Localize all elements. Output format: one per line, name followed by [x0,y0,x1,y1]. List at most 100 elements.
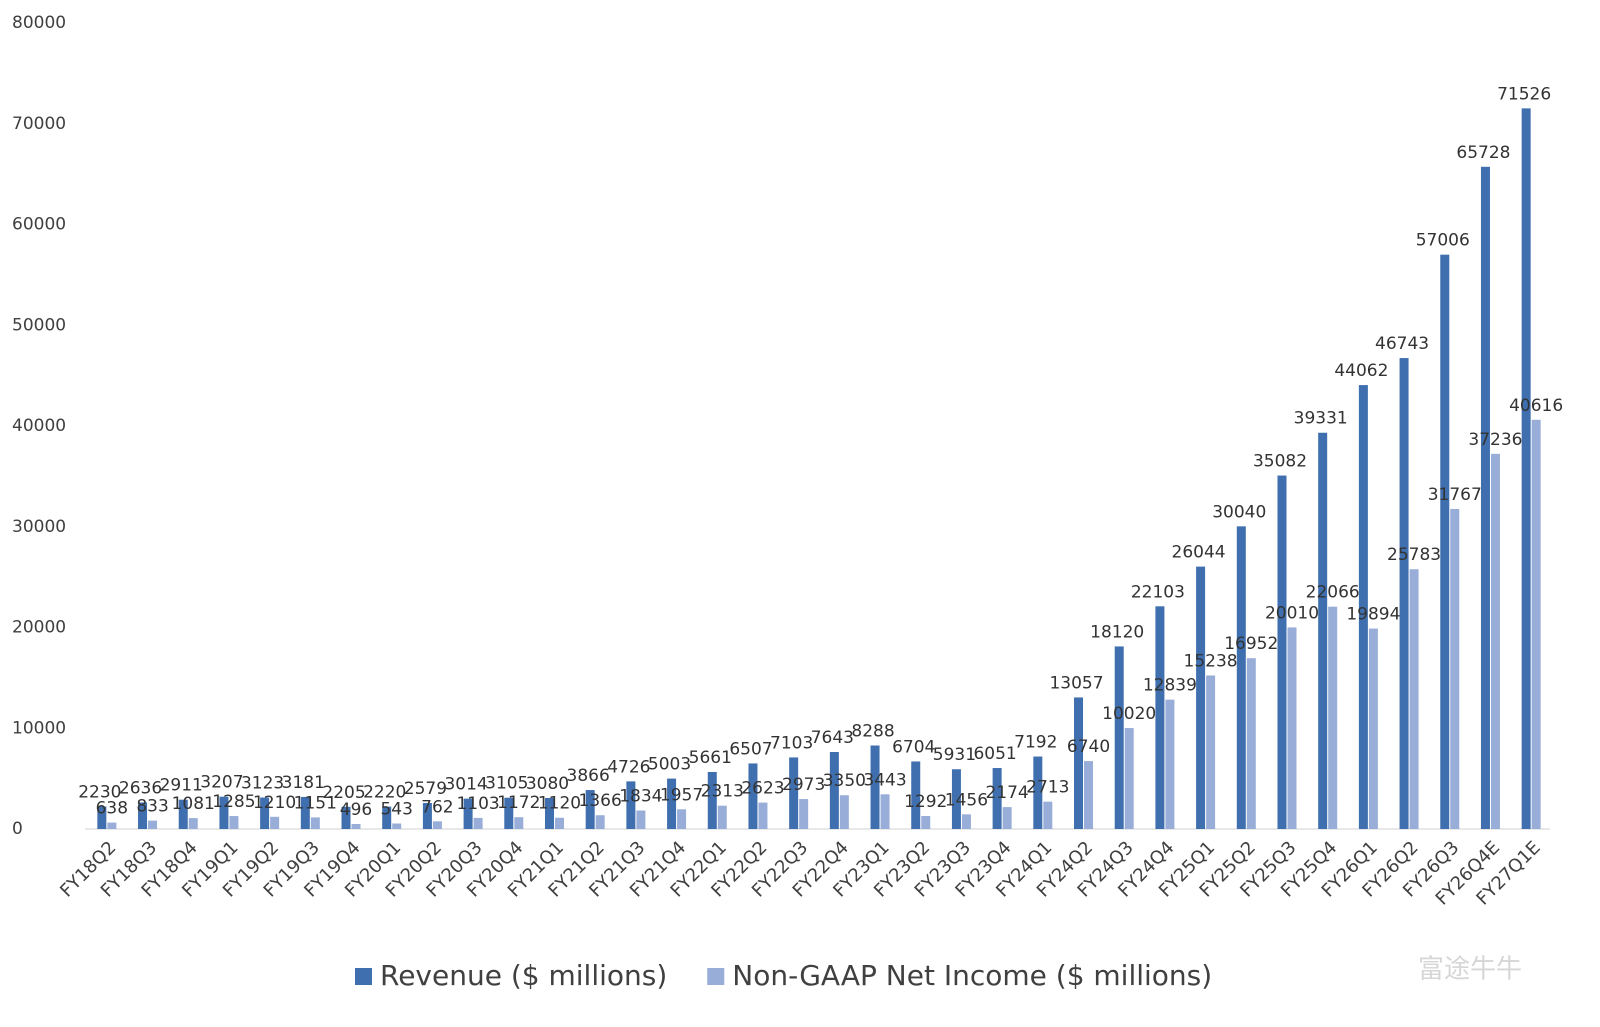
data-label: 19894 [1346,605,1400,625]
data-label: 2636 [119,778,162,798]
data-label: 8288 [851,721,894,741]
bar [392,823,402,829]
bar [789,757,799,829]
data-label: 3866 [567,766,610,786]
bar [921,815,931,829]
bar [636,810,646,829]
data-label: 2230 [78,783,121,803]
data-label: 3207 [200,773,243,793]
bar [595,815,605,829]
bar [260,797,270,829]
bar [911,761,921,829]
bar [1490,453,1500,829]
data-label: 18120 [1090,622,1144,642]
bar [1368,628,1378,829]
data-label: 13057 [1049,673,1103,693]
data-label: 1172 [497,793,540,813]
bar [504,797,514,829]
bar [351,824,361,829]
bar [626,781,636,829]
data-label: 5003 [648,755,691,775]
data-label: 2205 [322,783,365,803]
data-label: 1285 [212,792,255,812]
bar [1246,658,1256,829]
data-label: 2911 [160,776,203,796]
bar [1155,606,1165,829]
y-tick-label: 30000 [12,517,66,537]
data-label: 1081 [172,794,215,814]
data-label: 1456 [945,790,988,810]
data-label: 5931 [933,745,976,765]
data-label: 3443 [863,770,906,790]
data-label: 40616 [1509,396,1563,416]
bar [382,806,392,829]
data-label: 6051 [973,744,1016,764]
data-label: 1292 [904,792,947,812]
bar [667,778,677,829]
data-label: 2220 [363,783,406,803]
bar [951,769,961,829]
bar [554,817,564,829]
data-label: 2579 [404,779,447,799]
legend-label: Revenue ($ millions) [380,959,667,992]
bar [1124,728,1134,829]
data-label: 1366 [579,791,622,811]
bar [422,803,432,829]
bar [1440,254,1450,829]
data-label: 37236 [1468,430,1522,450]
bar [758,802,768,829]
data-label: 2174 [985,783,1028,803]
data-label: 4726 [607,757,650,777]
bar [341,806,351,829]
data-label: 20010 [1265,603,1319,623]
bar [432,821,442,829]
data-label: 3123 [241,774,284,794]
bar [219,796,229,829]
bar [1196,566,1206,829]
bar [97,806,107,829]
y-tick-label: 50000 [12,315,66,335]
bar [1318,432,1328,829]
data-label: 1210 [253,793,296,813]
y-tick-label: 40000 [12,416,66,436]
bar [107,822,117,829]
bar [148,820,158,829]
data-label: 35082 [1253,452,1307,472]
data-label: 39331 [1294,409,1348,429]
y-tick-label: 10000 [12,718,66,738]
bar [1043,801,1053,829]
data-label: 543 [380,800,412,820]
bar [138,802,148,829]
data-label: 7192 [1014,733,1057,753]
data-label: 3350 [823,771,866,791]
y-tick-label: 0 [12,819,23,839]
data-label: 1957 [660,785,703,805]
bar [1206,675,1216,829]
bar [1328,606,1338,829]
data-label: 1120 [538,794,581,814]
data-label: 6740 [1067,737,1110,757]
bar [1033,756,1043,829]
bar [188,818,198,829]
data-label: 6704 [892,737,935,757]
data-label: 3014 [444,775,487,795]
legend-label: Non-GAAP Net Income ($ millions) [732,959,1212,992]
bar [463,798,473,829]
data-label: 46743 [1375,334,1429,354]
data-label: 26044 [1172,543,1226,563]
bar [1399,358,1409,829]
legend-swatch [707,968,725,985]
bar [270,816,280,829]
bar [748,763,758,829]
data-label: 1834 [619,787,662,807]
bar [1287,627,1297,829]
watermark: 富途牛牛 [1418,955,1522,985]
data-label: 833 [136,797,168,817]
data-label: 31767 [1428,485,1482,505]
bar [1480,166,1490,829]
bar [1165,699,1175,829]
bar [1236,526,1246,829]
bar [799,799,809,829]
bar [870,745,880,829]
